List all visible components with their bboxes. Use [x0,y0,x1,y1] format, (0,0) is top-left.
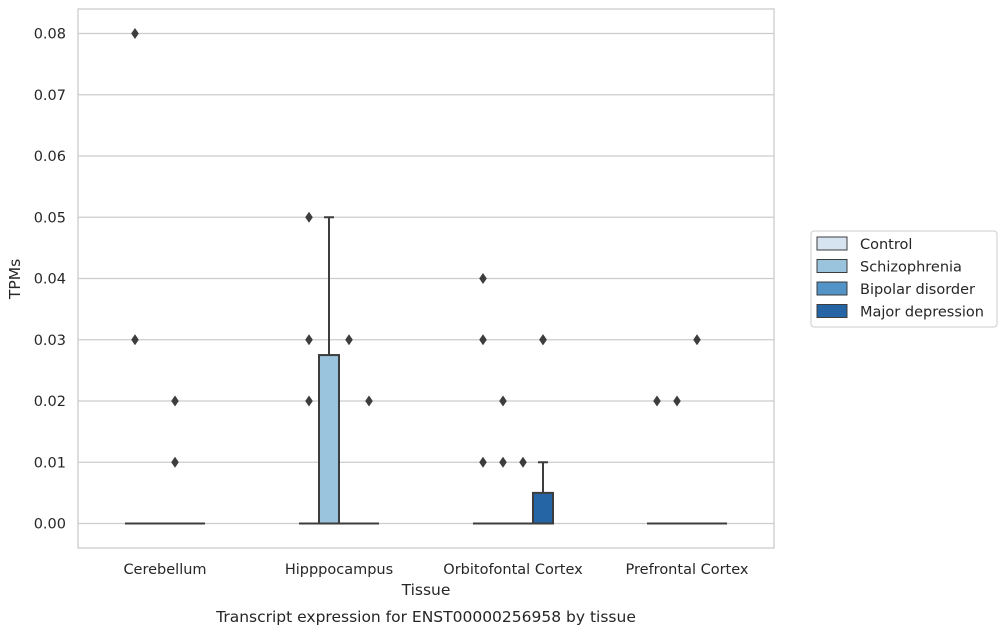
plot-frame [77,8,775,549]
outlier-point [171,395,179,407]
y-tick-label: 0.06 [34,149,66,165]
outlier-point [345,334,353,346]
legend-swatch [816,304,848,318]
legend-swatch [816,281,848,296]
x-tick-label: Cerebellum [123,562,206,578]
y-tick-label: 0.01 [34,455,66,471]
outlier-point [519,456,527,468]
outlier-point [499,395,507,407]
outlier-point [305,334,313,346]
outlier-point [539,334,547,346]
y-tick-label: 0.02 [34,394,66,410]
y-tick-label: 0.08 [34,27,66,43]
box-series [125,28,727,525]
outlier-point [131,28,139,39]
outlier-point [673,395,681,407]
y-tick-label: 0.00 [34,517,66,533]
outlier-point [305,395,313,407]
x-tick-label: Prefrontal Cortex [626,562,749,578]
box-body [318,354,340,525]
x-axis-title: Tissue [401,581,451,599]
y-tick-label: 0.04 [34,272,66,288]
box-group [473,273,493,525]
box-body [532,491,554,525]
box-group [532,334,554,525]
x-tick-label: Orbitofontal Cortex [443,562,583,578]
y-tick-label: 0.03 [34,333,66,349]
legend-swatch [816,259,848,273]
box-group [687,334,707,525]
box-group [493,395,513,525]
box-group [125,28,145,525]
legend: Control Schizophrenia Bipolar disorder Majo… [810,230,998,328]
outlier-point [479,456,487,468]
outlier-point [479,273,487,284]
legend-frame [810,230,998,328]
y-tick-label: 0.05 [34,210,66,226]
legend-label: Control [860,237,912,253]
y-tick-label: 0.07 [34,88,66,104]
box-group [318,216,340,525]
outlier-point [131,334,139,346]
x-axis-ticks: Cerebellum Hipppocampus Orbitofontal Corte… [123,562,748,578]
box-group [667,395,687,525]
legend-label: Schizophrenia [860,260,962,276]
outlier-point [479,334,487,346]
box-group [359,395,379,525]
box-group [299,211,319,525]
outlier-point [693,334,701,346]
legend-swatch [816,236,848,251]
box-group [647,395,667,525]
outlier-point [171,456,179,468]
gridlines [78,32,774,525]
box-group [513,456,533,525]
legend-label: Bipolar disorder [860,282,975,298]
y-axis-ticks: 0.00 0.01 0.02 0.03 0.04 0.05 0.06 0.07 0.08 [34,27,66,533]
chart-caption: Transcript expression for ENST0000025695… [215,608,636,626]
legend-label: Major depression [860,305,984,321]
box-group [339,334,359,525]
outlier-point [653,395,661,407]
outlier-point [305,211,313,223]
outlier-point [499,456,507,468]
x-tick-label: Hipppocampus [285,562,393,578]
y-axis-title: TPMs [6,259,24,300]
outlier-point [365,395,373,407]
box-group [165,395,185,525]
